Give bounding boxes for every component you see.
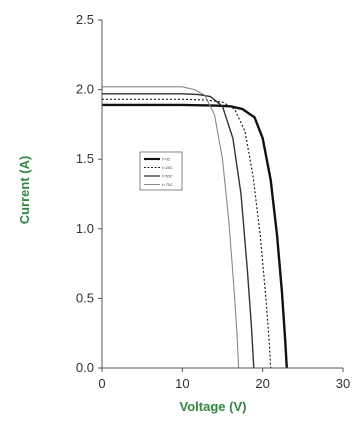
y-tick-label: 0.5: [76, 290, 94, 305]
legend-label: t=75C: [162, 182, 173, 187]
series-line-0: [102, 103, 288, 369]
x-tick-label: 0: [98, 376, 105, 391]
y-tick-label: 0.0: [76, 360, 94, 375]
axes: [101, 20, 343, 369]
y-tick-label: 2.5: [76, 12, 94, 27]
y-tick-label: 1.0: [76, 221, 94, 236]
y-tick-label: 2.0: [76, 82, 94, 97]
series-line-1: [102, 98, 272, 369]
series-line-2: [102, 93, 255, 369]
series-line-3: [102, 86, 240, 369]
legend-label: t=50C: [162, 174, 173, 179]
x-tick-label: 10: [175, 376, 189, 391]
plot-area: [102, 86, 288, 369]
y-tick-label: 1.5: [76, 151, 94, 166]
legend: t=0C t=25C t=50C t=75C: [139, 151, 183, 191]
y-axis-title: Current (A): [17, 156, 32, 225]
x-tick-label: 20: [255, 376, 269, 391]
tick-labels: 0.0 0.5 1.0 1.5 2.0 2.5 0 10 20 30: [76, 12, 350, 391]
legend-label: t=25C: [162, 165, 173, 170]
legend-label: t=0C: [162, 157, 171, 162]
x-tick-label: 30: [336, 376, 350, 391]
x-axis-title: Voltage (V): [180, 399, 247, 414]
